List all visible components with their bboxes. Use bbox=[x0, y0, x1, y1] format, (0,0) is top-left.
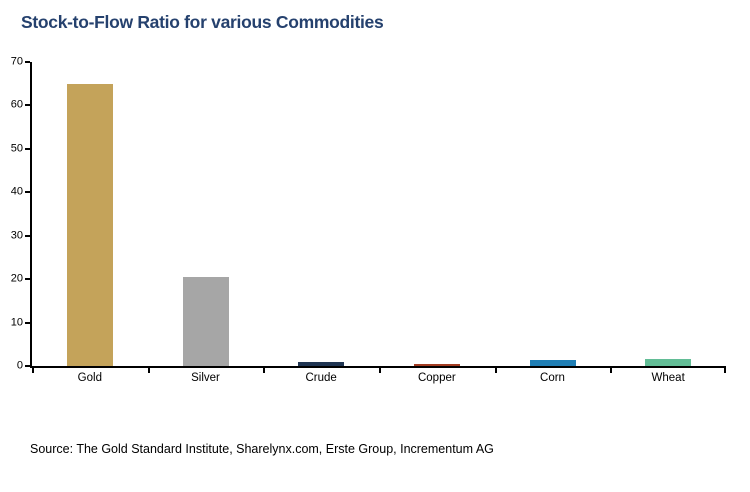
y-tick-label-70: 70 bbox=[10, 55, 23, 68]
y-tick-mark bbox=[25, 104, 30, 107]
x-category-label-copper: Copper bbox=[417, 372, 456, 384]
x-tick-mark bbox=[379, 368, 381, 373]
bar-corn bbox=[529, 359, 576, 366]
y-tick-label-30: 30 bbox=[10, 229, 23, 242]
y-tick-label-10: 10 bbox=[10, 316, 23, 329]
x-category-label-silver: Silver bbox=[191, 372, 220, 384]
x-tick-mark bbox=[494, 368, 497, 373]
bar-gold bbox=[66, 83, 113, 366]
x-tick-mark bbox=[32, 368, 34, 373]
chart-title: Stock-to-Flow Ratio for various Commodit… bbox=[21, 12, 384, 32]
x-tick-mark bbox=[724, 368, 726, 373]
y-tick-label-0: 0 bbox=[16, 359, 23, 372]
y-tick-label-40: 40 bbox=[10, 185, 23, 198]
y-tick-label-20: 20 bbox=[10, 272, 23, 285]
x-tick-mark bbox=[147, 368, 150, 373]
x-category-label-corn: Corn bbox=[540, 372, 565, 384]
bar-wheat bbox=[645, 358, 692, 366]
source-text: Source: The Gold Standard Institute, Sha… bbox=[30, 442, 494, 456]
plot-area bbox=[25, 61, 726, 373]
y-tick-label-60: 60 bbox=[10, 98, 23, 111]
y-tick-label-50: 50 bbox=[10, 142, 23, 155]
y-tick-mark bbox=[25, 147, 30, 150]
y-tick-mark bbox=[25, 191, 30, 194]
x-category-label-gold: Gold bbox=[77, 372, 102, 384]
bar-copper bbox=[413, 364, 460, 366]
y-tick-mark bbox=[25, 278, 30, 281]
y-tick-mark bbox=[25, 365, 30, 367]
bar-silver bbox=[182, 276, 229, 366]
x-tick-mark bbox=[263, 368, 266, 373]
x-tick-mark bbox=[610, 368, 613, 373]
y-tick-mark bbox=[25, 321, 30, 324]
y-tick-mark bbox=[25, 234, 30, 237]
x-category-label-wheat: Wheat bbox=[651, 372, 685, 384]
x-category-label-crude: Crude bbox=[305, 372, 337, 384]
y-tick-mark bbox=[25, 61, 30, 63]
bar-crude bbox=[298, 362, 345, 366]
